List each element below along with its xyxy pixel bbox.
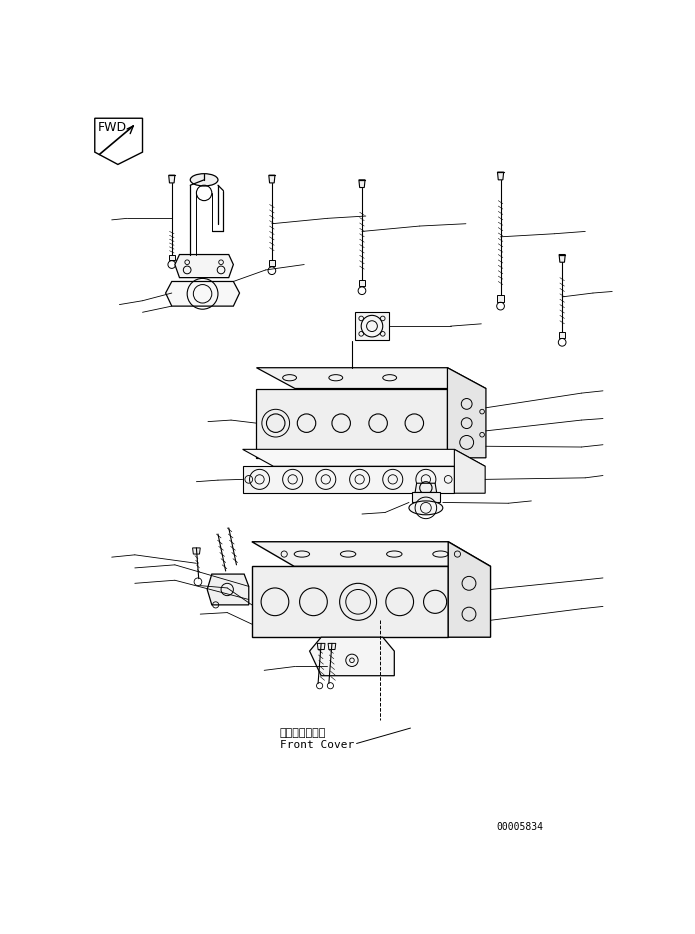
Polygon shape	[355, 312, 389, 340]
Polygon shape	[175, 255, 234, 277]
Text: 00005834: 00005834	[497, 822, 543, 832]
Polygon shape	[252, 566, 448, 637]
Polygon shape	[165, 281, 240, 306]
Text: Front Cover: Front Cover	[279, 741, 354, 750]
Polygon shape	[415, 483, 436, 492]
Polygon shape	[309, 637, 394, 675]
Polygon shape	[455, 449, 485, 493]
Polygon shape	[207, 574, 249, 605]
Polygon shape	[498, 172, 504, 180]
Polygon shape	[559, 332, 565, 338]
Polygon shape	[359, 280, 365, 286]
Polygon shape	[269, 176, 275, 183]
Polygon shape	[559, 255, 565, 262]
Polygon shape	[193, 548, 200, 554]
Polygon shape	[359, 180, 365, 188]
Ellipse shape	[409, 501, 443, 515]
Polygon shape	[412, 492, 440, 502]
Text: FWD: FWD	[98, 121, 127, 134]
Polygon shape	[448, 368, 486, 458]
Polygon shape	[169, 176, 175, 183]
Polygon shape	[169, 255, 175, 260]
Polygon shape	[243, 449, 485, 466]
Polygon shape	[243, 466, 455, 493]
Text: フロントカバー: フロントカバー	[279, 729, 326, 738]
Polygon shape	[269, 260, 275, 266]
Polygon shape	[498, 295, 504, 302]
Ellipse shape	[190, 174, 218, 186]
Polygon shape	[256, 368, 486, 389]
Polygon shape	[448, 542, 491, 637]
Polygon shape	[252, 542, 491, 566]
Polygon shape	[328, 644, 336, 649]
Polygon shape	[256, 389, 448, 458]
Polygon shape	[318, 644, 325, 649]
